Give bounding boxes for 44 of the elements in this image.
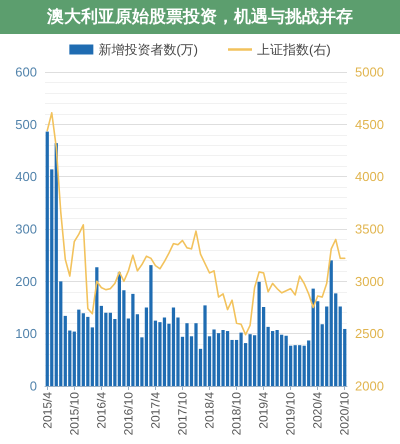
y-tick-label: 100 (15, 326, 37, 342)
bar (172, 308, 176, 386)
y-tick-label: 600 (15, 64, 37, 80)
bar (239, 332, 243, 386)
bar (212, 329, 216, 386)
bar (248, 334, 252, 386)
y2-tick-label: 4000 (355, 169, 384, 184)
legend-label: 上证指数(右) (257, 42, 331, 57)
x-tick-label: 2015/4 (40, 392, 54, 429)
line-series (46, 112, 346, 336)
y-tick-label: 400 (15, 169, 37, 184)
x-tick-label: 2018/4 (202, 392, 217, 429)
x-tick-label: 2018/10 (230, 392, 244, 436)
y-tick-label: 500 (15, 116, 37, 132)
bar (131, 294, 135, 386)
x-tick-label: 2017/10 (175, 392, 190, 436)
legend-label: 新增投资者数(万) (98, 42, 198, 57)
bar (221, 330, 225, 386)
bar (257, 282, 261, 386)
y-tick-label: 0 (30, 378, 37, 394)
bar (185, 323, 189, 386)
bar (149, 265, 153, 386)
bar (194, 323, 198, 386)
bar (162, 317, 166, 386)
x-tick-label: 2017/4 (148, 392, 162, 429)
x-tick-label: 2019/4 (256, 392, 271, 429)
x-tick-label: 2016/10 (121, 392, 136, 436)
x-tick-label: 2020/10 (338, 392, 352, 436)
bar (216, 333, 220, 386)
y2-tick-label: 4500 (355, 116, 384, 132)
y2-tick-label: 2500 (355, 326, 384, 342)
y2-tick-label: 3500 (355, 222, 384, 236)
y2-tick-label: 2000 (355, 378, 384, 394)
x-tick-label: 2020/4 (310, 392, 325, 429)
bar (226, 331, 230, 386)
y-tick-label: 200 (15, 274, 37, 289)
y-tick-label: 300 (15, 222, 37, 236)
x-tick-label: 2016/4 (94, 392, 108, 429)
x-tick-label: 2019/10 (284, 392, 298, 436)
y2-tick-label: 3000 (355, 274, 384, 289)
y2-tick-label: 5000 (355, 64, 384, 80)
chart-title: 澳大利亚原始股票投资，机遇与挑战并存 (0, 0, 400, 34)
bar (203, 305, 207, 386)
x-tick-label: 2015/10 (67, 392, 82, 436)
